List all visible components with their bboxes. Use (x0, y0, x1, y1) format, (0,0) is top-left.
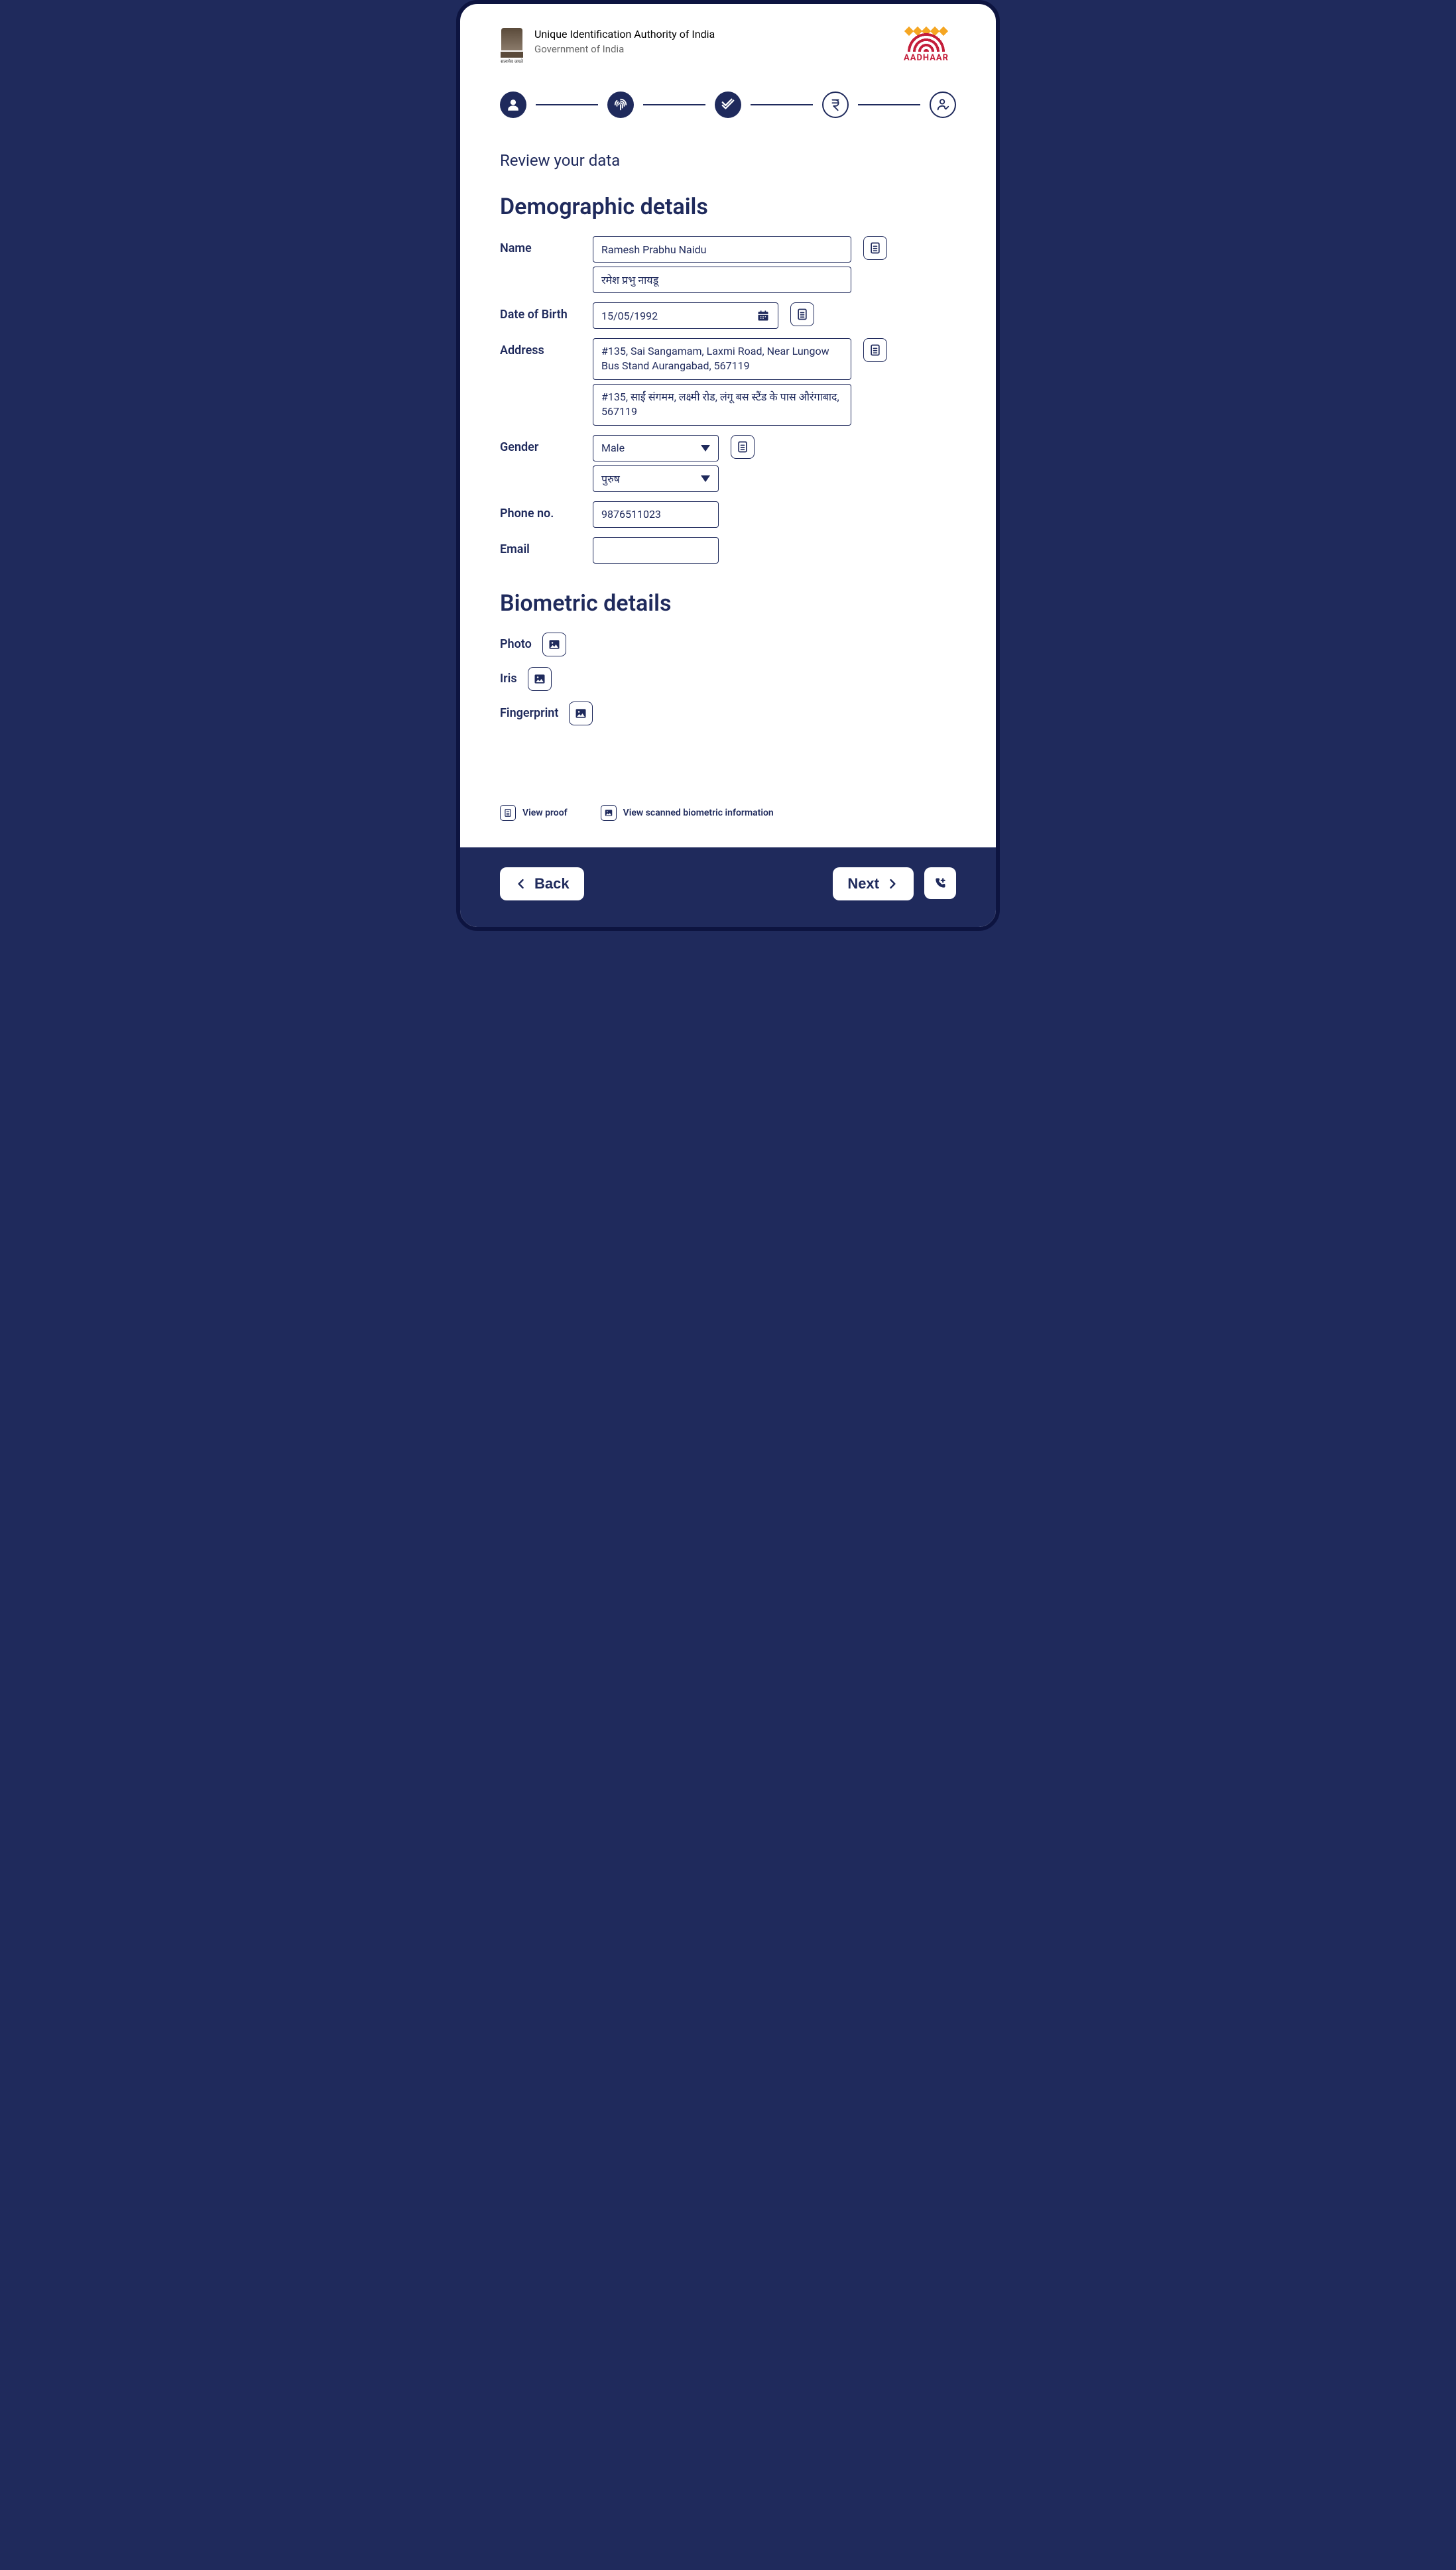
document-icon (736, 440, 749, 454)
document-icon (869, 241, 882, 255)
step-demographic (500, 92, 526, 118)
address-input-hi[interactable]: #135, साईं संगमम, लक्ष्मी रोड, लंगू बस स… (593, 384, 851, 426)
calendar-icon (757, 309, 770, 322)
chevron-left-icon (515, 877, 528, 890)
name-input-hi[interactable] (593, 267, 851, 293)
phone-plus-icon (934, 877, 947, 890)
step-confirm (930, 92, 956, 118)
gender-label: Gender (500, 435, 579, 454)
email-label: Email (500, 537, 579, 556)
chevron-down-icon (701, 475, 710, 482)
gender-select-hi[interactable]: पुरुष (593, 465, 719, 492)
document-icon (869, 343, 882, 357)
image-icon (574, 707, 587, 720)
gender-value-en: Male (601, 442, 625, 454)
page-title: Review your data (500, 151, 956, 170)
image-icon (601, 805, 617, 821)
fingerprint-label: Fingerprint (500, 706, 558, 720)
gender-value-hi: पुरुष (601, 471, 620, 486)
fingerprint-view-button[interactable] (569, 702, 593, 725)
photo-label: Photo (500, 637, 532, 651)
step-payment (822, 92, 849, 118)
header: सत्यमेव जयते Unique Identification Autho… (500, 28, 956, 65)
document-icon (796, 308, 809, 321)
photo-view-button[interactable] (542, 633, 566, 656)
demographic-section-title: Demographic details (500, 194, 956, 220)
app-frame: सत्यमेव जयते Unique Identification Autho… (456, 0, 1000, 931)
chevron-right-icon (886, 877, 899, 890)
dob-input[interactable]: 15/05/1992 (593, 302, 778, 329)
footer: Back Next (460, 847, 996, 927)
aadhaar-logo: AADHAAR (896, 28, 956, 63)
address-proof-button[interactable] (863, 338, 887, 362)
image-icon (533, 672, 546, 686)
chevron-down-icon (701, 445, 710, 452)
dob-value: 15/05/1992 (601, 310, 658, 322)
next-label: Next (847, 875, 879, 892)
biometric-section-title: Biometric details (500, 590, 956, 617)
phone-label: Phone no. (500, 501, 579, 520)
gov-name: Government of India (534, 43, 715, 55)
name-proof-button[interactable] (863, 236, 887, 260)
name-label: Name (500, 236, 579, 255)
gender-proof-button[interactable] (731, 435, 755, 459)
legend-biometric: View scanned biometric information (623, 808, 774, 818)
progress-stepper (500, 92, 956, 118)
iris-label: Iris (500, 672, 517, 686)
address-label: Address (500, 338, 579, 357)
call-support-button[interactable] (924, 867, 956, 899)
name-input-en[interactable] (593, 236, 851, 263)
step-review (715, 92, 741, 118)
email-input[interactable] (593, 537, 719, 564)
dob-proof-button[interactable] (790, 302, 814, 326)
legend-proof: View proof (522, 808, 568, 818)
image-icon (548, 638, 561, 651)
back-button[interactable]: Back (500, 867, 584, 900)
phone-input[interactable] (593, 501, 719, 528)
gender-select-en[interactable]: Male (593, 435, 719, 461)
org-name: Unique Identification Authority of India (534, 28, 715, 40)
national-emblem: सत्यमेव जयते (500, 28, 524, 65)
dob-label: Date of Birth (500, 302, 579, 322)
document-icon (500, 805, 516, 821)
next-button[interactable]: Next (833, 867, 914, 900)
back-label: Back (534, 875, 570, 892)
address-input-en[interactable]: #135, Sai Sangamam, Laxmi Road, Near Lun… (593, 338, 851, 380)
legend: View proof View scanned biometric inform… (500, 805, 956, 821)
step-biometric (607, 92, 634, 118)
iris-view-button[interactable] (528, 667, 552, 691)
